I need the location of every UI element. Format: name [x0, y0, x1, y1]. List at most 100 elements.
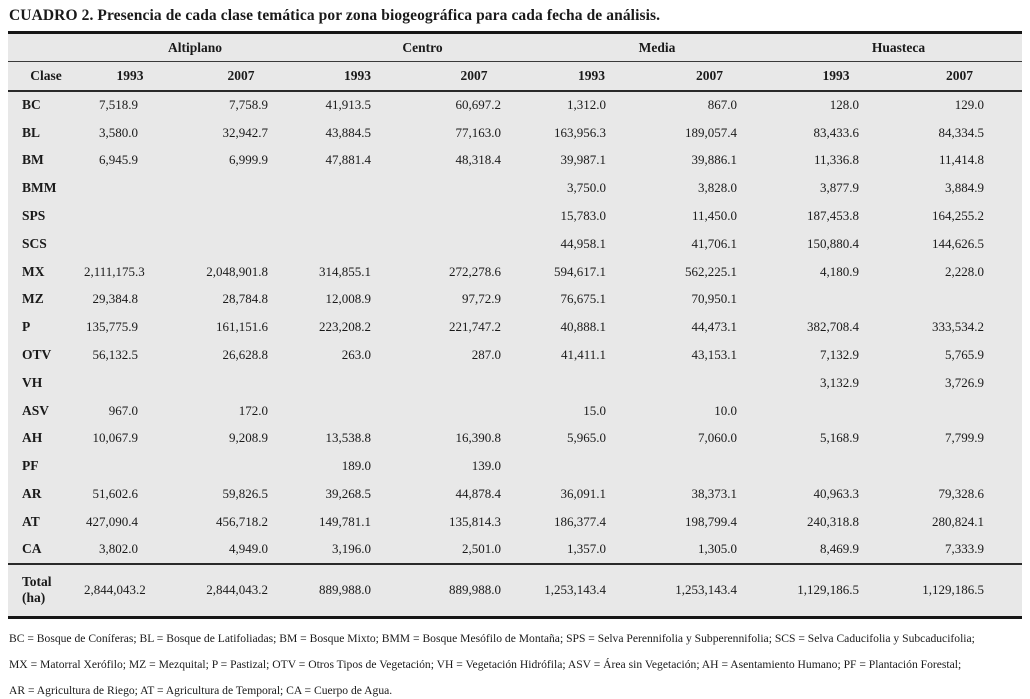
value-cell [306, 397, 409, 425]
table-row: MX 2,111,175.3 2,048,901.8 314,855.1 272… [8, 258, 1022, 286]
value-cell: 13,538.8 [325, 430, 372, 446]
value-cell [539, 452, 644, 480]
value-cell: 3,750.0 [567, 180, 607, 196]
value-cell: 2,111,175.3 [84, 263, 145, 279]
value-cell: 6,945.9 [99, 152, 138, 168]
value-cell: 7,132.9 [820, 347, 860, 363]
value-cell: 164,255.2 [932, 208, 985, 224]
value-cell: 32,942.7 [222, 124, 269, 140]
value-cell: 40,888.1 [560, 319, 607, 335]
value-cell: 56,132.5 [92, 347, 139, 363]
group-header-huasteca: Huasteca [775, 32, 1023, 62]
value-cell: 84,334.5 [938, 124, 985, 140]
year-header: 1993 [306, 61, 410, 92]
value-cell [409, 397, 539, 425]
value-cell: 5,168.9 [820, 430, 860, 446]
value-cell: 221,747.2 [449, 319, 502, 335]
value-cell: 333,534.2 [932, 319, 985, 335]
table-row: AH 10,067.9 9,208.9 13,538.8 16,390.8 5,… [8, 425, 1022, 453]
row-class-label: ASV [22, 402, 50, 418]
value-cell: 11,336.8 [813, 152, 860, 168]
value-cell: 2,228.0 [945, 263, 985, 279]
table-row: VH 3,132.9 3,726.9 [8, 369, 1022, 397]
value-cell: 44,958.1 [560, 235, 607, 251]
row-class-label: BM [22, 152, 44, 168]
year-header: 2007 [176, 61, 307, 92]
value-cell: 187,453.8 [807, 208, 860, 224]
footnote-line: BC = Bosque de Coníferas; BL = Bosque de… [9, 632, 975, 646]
value-cell [84, 174, 176, 202]
value-cell [644, 452, 775, 480]
value-cell [539, 369, 644, 397]
value-cell [409, 202, 539, 230]
value-cell: 562,225.1 [685, 263, 738, 279]
value-cell [409, 174, 539, 202]
table-row: BL 3,580.0 32,942.7 43,884.5 77,163.0 16… [8, 119, 1022, 147]
total-value-cell: 1,253,143.4 [644, 562, 776, 618]
row-class-label: PF [22, 458, 39, 474]
value-cell: 3,884.9 [945, 180, 985, 196]
value-cell [306, 369, 409, 397]
value-cell: 39,886.1 [691, 152, 738, 168]
value-cell: 39,268.5 [325, 486, 372, 502]
table-row: MZ 29,384.8 28,784.8 12,008.9 97,72.9 76… [8, 286, 1022, 314]
value-cell [897, 397, 1022, 425]
value-cell: 44,473.1 [691, 319, 738, 335]
total-label-text: Total [22, 574, 52, 590]
group-header-centro: Centro [306, 32, 540, 62]
value-cell [644, 369, 775, 397]
year-header: 2007 [409, 61, 540, 92]
value-cell: 3,802.0 [99, 541, 138, 557]
value-cell: 15,783.0 [560, 208, 607, 224]
year-header: 1993 [539, 61, 645, 92]
row-class-label: SPS [22, 208, 46, 224]
value-cell: 189,057.4 [685, 124, 738, 140]
value-cell: 29,384.8 [92, 291, 139, 307]
value-cell: 7,518.9 [99, 97, 138, 113]
value-cell: 135,775.9 [86, 319, 138, 335]
value-cell: 60,697.2 [455, 97, 502, 113]
year-header-row: Clase 1993 2007 1993 2007 1993 2007 1993… [8, 61, 1023, 92]
value-cell: 161,151.6 [216, 319, 269, 335]
value-cell [306, 230, 409, 258]
value-cell [176, 369, 306, 397]
row-class-label: BMM [22, 180, 57, 196]
value-cell [84, 369, 176, 397]
table-caption: CUADRO 2. Presencia de cada clase temáti… [9, 7, 661, 24]
value-cell: 9,208.9 [229, 430, 269, 446]
cuadro-2-table: Altiplano Centro Media Huasteca Clase 19… [8, 31, 1023, 620]
value-cell: 287.0 [471, 347, 502, 363]
value-cell: 11,414.8 [938, 152, 985, 168]
value-cell [176, 202, 306, 230]
value-cell: 594,617.1 [554, 263, 607, 279]
total-value-cell: 1,129,186.5 [897, 562, 1023, 618]
row-class-label: BC [22, 97, 41, 113]
row-class-label: MZ [22, 291, 44, 307]
value-cell: 272,278.6 [449, 263, 502, 279]
value-cell: 41,706.1 [691, 235, 738, 251]
table-row: BM 6,945.9 6,999.9 47,881.4 48,318.4 39,… [8, 147, 1022, 175]
value-cell: 427,090.4 [86, 513, 138, 529]
row-class-label: MX [22, 263, 45, 279]
value-cell [306, 202, 409, 230]
footnotes: BC = Bosque de Coníferas; BL = Bosque de… [9, 626, 1022, 699]
value-cell: 10.0 [714, 402, 738, 418]
value-cell: 8,469.9 [820, 541, 860, 557]
value-cell: 3,828.0 [698, 180, 738, 196]
value-cell [84, 202, 176, 230]
value-cell: 28,784.8 [222, 291, 269, 307]
table-row: PF 189.0 139.0 [8, 452, 1022, 480]
total-row: Total (ha) 2,844,043.2 2,844,043.2 889,9… [8, 562, 1023, 618]
value-cell: 2,048,901.8 [206, 263, 269, 279]
total-value-cell: 889,988.0 [409, 562, 540, 618]
value-cell: 43,884.5 [325, 124, 372, 140]
row-class-label: VH [22, 374, 43, 390]
total-value-cell: 1,129,186.5 [775, 562, 898, 618]
year-header: 2007 [897, 61, 1023, 92]
row-class-label: SCS [22, 235, 47, 251]
value-cell: 1,312.0 [567, 97, 607, 113]
value-cell: 7,799.9 [945, 430, 985, 446]
value-cell: 7,060.0 [698, 430, 738, 446]
table-header: Altiplano Centro Media Huasteca Clase 19… [8, 32, 1023, 92]
